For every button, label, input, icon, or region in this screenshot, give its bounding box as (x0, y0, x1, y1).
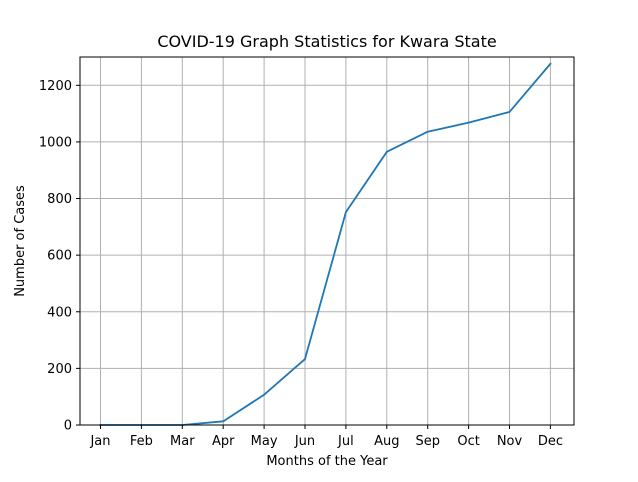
plot-frame (79, 56, 575, 426)
y-tick-label: 800 (47, 192, 72, 207)
x-tick-label: Aug (374, 434, 399, 449)
x-tick-label: Nov (497, 434, 523, 449)
x-tick-label: Sep (415, 434, 440, 449)
data-point (263, 393, 265, 396)
data-point (385, 150, 388, 153)
y-tick-label: 1200 (39, 79, 72, 94)
data-point (508, 111, 511, 113)
x-tick-label: Apr (212, 434, 235, 449)
x-tick-label: Jun (294, 434, 315, 449)
y-tick-label: 400 (47, 305, 72, 320)
y-tick-label: 1000 (39, 135, 72, 150)
series-line (99, 62, 552, 426)
x-tick-label: Dec (538, 434, 563, 449)
ticks: Jan Feb Mar Apr May Jun Jul Aug Sep Oct Nov Dec 0 200… (39, 79, 563, 449)
x-tick-label: Jan (89, 434, 110, 449)
data-point (345, 211, 347, 214)
y-tick-label: 200 (47, 362, 72, 377)
data-point (426, 130, 429, 133)
grid (80, 57, 574, 426)
x-tick-label: Jul (337, 434, 354, 449)
x-axis-label: Months of the Year (266, 454, 388, 469)
y-axis-label: Number of Cases (13, 185, 28, 297)
data-point (222, 420, 225, 423)
y-tick-label: 0 (64, 419, 72, 434)
data-point (549, 62, 552, 65)
chart-title: COVID-19 Graph Statistics for Kwara Stat… (157, 32, 496, 51)
data-point (304, 358, 306, 360)
series-layer (99, 62, 552, 426)
y-tick-label: 600 (47, 249, 72, 264)
data-point (467, 121, 470, 124)
x-tick-label: Feb (130, 434, 153, 449)
x-tick-label: Mar (170, 434, 195, 449)
x-tick-label: Oct (457, 434, 479, 449)
x-tick-label: May (251, 434, 278, 449)
